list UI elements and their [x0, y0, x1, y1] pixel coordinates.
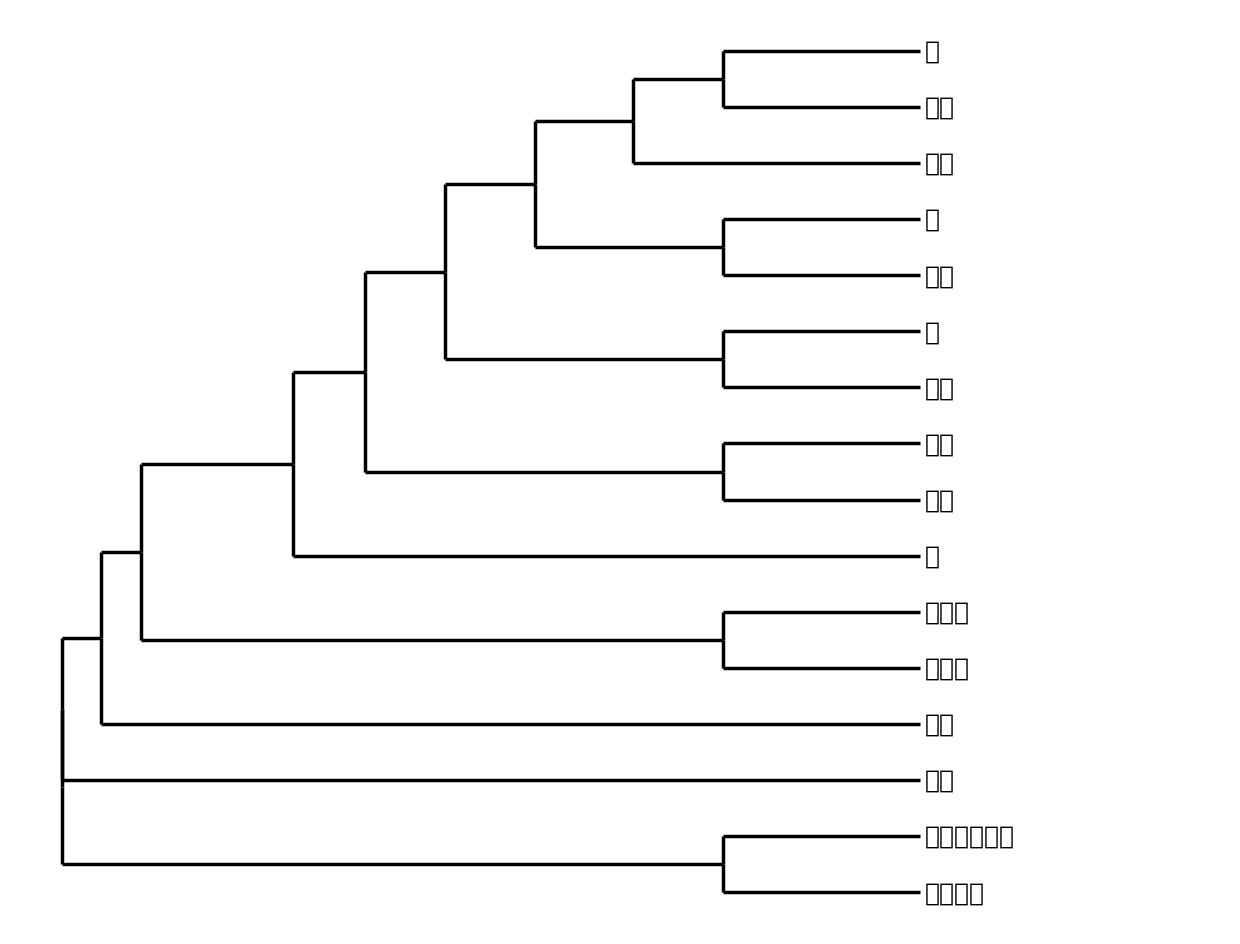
Text: 伯克霍尔德菌: 伯克霍尔德菌	[924, 824, 1014, 849]
Text: 拟南芥: 拟南芥	[924, 600, 970, 624]
Text: 灰鲸: 灰鲸	[924, 376, 955, 400]
Text: 黑曲霉: 黑曲霉	[924, 656, 970, 680]
Text: 牛: 牛	[924, 320, 939, 344]
Text: 鳕鱼: 鳕鱼	[924, 488, 955, 512]
Text: 企鹅: 企鹅	[924, 95, 955, 120]
Text: 蜥蜴: 蜥蜴	[924, 152, 955, 176]
Text: 鲑鱼: 鲑鱼	[924, 432, 955, 456]
Text: 黄单胞菌: 黄单胞菌	[924, 880, 985, 904]
Text: 猕猴: 猕猴	[924, 264, 955, 288]
Text: 天牛: 天牛	[924, 768, 955, 792]
Text: 人: 人	[924, 208, 939, 232]
Text: 鸡: 鸡	[924, 40, 939, 64]
Text: 蛇: 蛇	[924, 544, 939, 568]
Text: 菜蛾: 菜蛾	[924, 712, 955, 736]
